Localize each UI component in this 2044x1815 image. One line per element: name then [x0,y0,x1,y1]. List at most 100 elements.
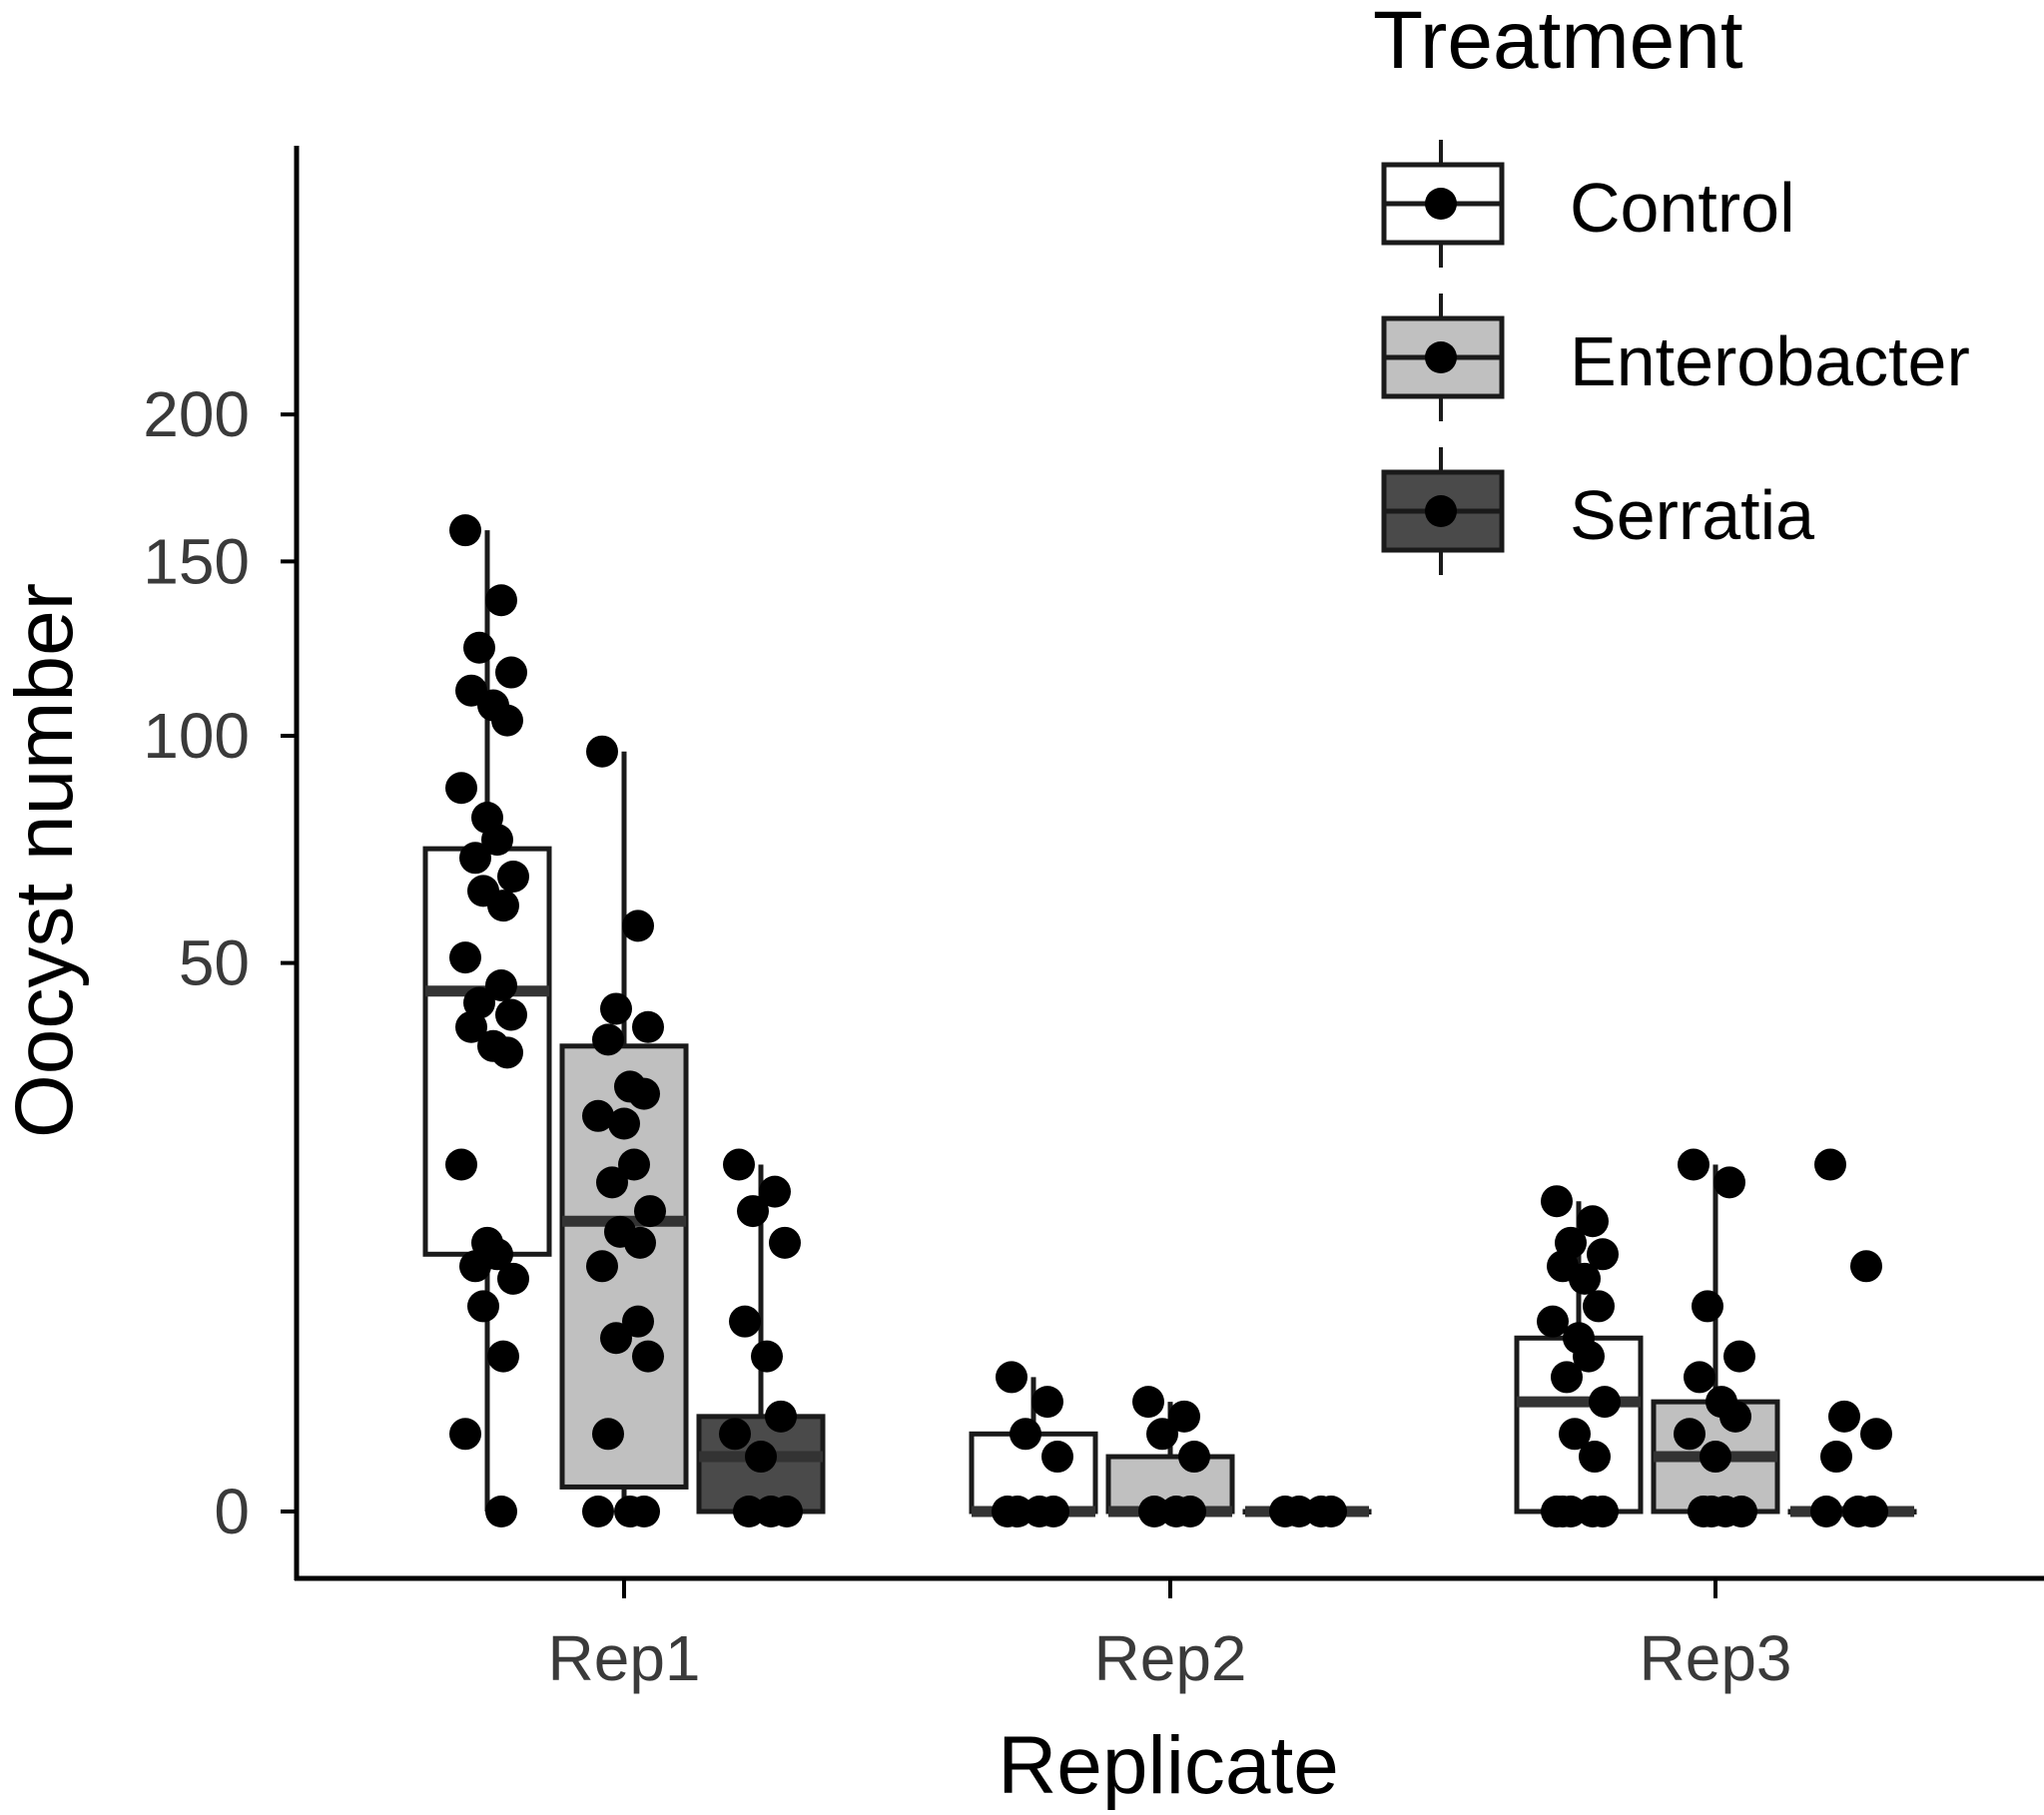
data-point-control-rep1 [463,986,495,1019]
data-point-control-rep3 [1583,1290,1615,1323]
data-point-enterobacter-rep1 [622,1305,654,1338]
data-point-control-rep3 [1573,1340,1605,1373]
legend-item-serratia: Serratia [1381,447,1814,575]
data-point-control-rep3 [1547,1496,1579,1527]
data-point-serratia-rep1 [769,1226,801,1259]
data-point-control-rep2 [1041,1441,1073,1474]
data-point-serratia-rep1 [719,1418,751,1451]
data-point-enterobacter-rep2 [1174,1496,1206,1527]
data-point-enterobacter-rep2 [1132,1386,1164,1419]
legend-item-enterobacter: Enterobacter [1381,294,1970,421]
data-point-serratia-rep1 [751,1340,783,1373]
data-point-enterobacter-rep1 [628,1077,660,1110]
data-point-control-rep1 [495,998,527,1031]
data-point-control-rep1 [449,514,481,547]
y-ticks: 0 50 100 150 200 [143,378,297,1547]
y-tick-label: 50 [179,927,250,999]
data-point-control-rep3 [1589,1386,1621,1419]
data-point-control-rep2 [992,1496,1023,1527]
data-point-control-rep2 [1031,1386,1063,1419]
data-point-serratia-rep3 [1860,1418,1892,1451]
data-point-enterobacter-rep2 [1168,1400,1200,1433]
data-point-enterobacter-rep2 [1138,1496,1170,1527]
data-point-control-rep3 [1587,1496,1619,1527]
data-point-control-rep3 [1569,1262,1601,1295]
data-point-enterobacter-rep3 [1678,1148,1709,1181]
legend-title: Treatment [1373,0,1743,86]
data-point-enterobacter-rep3 [1696,1496,1727,1527]
data-point-enterobacter-rep1 [582,1496,614,1527]
data-point-enterobacter-rep1 [586,1250,618,1283]
data-point-control-rep1 [495,656,527,689]
data-point-enterobacter-rep1 [624,1226,656,1259]
data-point-control-rep1 [449,941,481,974]
legend-label-serratia: Serratia [1570,476,1814,554]
data-point-enterobacter-rep3 [1692,1290,1723,1323]
data-point-enterobacter-rep1 [618,1148,650,1181]
legend-label-control: Control [1570,169,1795,247]
data-point-control-rep2 [1037,1496,1069,1527]
data-point-serratia-rep1 [759,1175,791,1208]
data-point-enterobacter-rep1 [600,1322,632,1355]
data-point-serratia-rep1 [737,1195,769,1228]
data-point-control-rep1 [487,1340,519,1373]
data-point-enterobacter-rep1 [600,992,632,1025]
data-point-serratia-rep3 [1850,1250,1882,1283]
data-point-enterobacter-rep3 [1723,1340,1755,1373]
data-point-serratia-rep3 [1814,1148,1846,1181]
data-point-serratia-rep3 [1810,1496,1842,1527]
data-point-enterobacter-rep3 [1719,1400,1751,1433]
data-point-control-rep1 [445,1148,477,1181]
data-point-serratia-rep2 [1283,1496,1315,1527]
data-point-serratia-rep1 [733,1496,765,1527]
y-tick-label: 0 [214,1476,250,1547]
data-point-enterobacter-rep2 [1178,1441,1210,1474]
data-point-enterobacter-rep3 [1713,1166,1745,1199]
data-point-control-rep1 [481,824,513,857]
data-point-serratia-rep1 [765,1400,797,1433]
x-ticks: Rep1 Rep2 Rep3 [548,1580,1792,1694]
legend-label-enterobacter: Enterobacter [1570,322,1970,400]
box-control-rep1 [422,530,552,1512]
data-point-control-rep1 [463,631,495,664]
y-tick-label: 150 [143,525,250,597]
data-point-control-rep1 [449,1418,481,1451]
legend-item-control: Control [1381,140,1795,268]
points-layer [445,514,1892,1527]
data-point-control-rep1 [487,890,519,922]
data-point-control-rep1 [445,772,477,805]
data-point-enterobacter-rep1 [632,1340,664,1373]
data-point-enterobacter-rep3 [1725,1496,1757,1527]
data-point-enterobacter-rep1 [586,735,618,768]
data-point-enterobacter-rep1 [628,1496,660,1527]
data-point-enterobacter-rep1 [622,909,654,942]
legend: Treatment Control Enterobacter Serratia [1373,0,1970,575]
data-point-serratia-rep1 [745,1441,777,1474]
x-tick-label-rep3: Rep3 [1640,1622,1792,1694]
legend-key-point [1425,188,1457,220]
data-point-control-rep1 [485,584,517,617]
data-point-control-rep1 [459,1250,491,1283]
data-point-control-rep3 [1579,1441,1611,1474]
data-point-enterobacter-rep1 [592,1418,624,1451]
data-point-control-rep3 [1559,1418,1591,1451]
data-point-control-rep1 [455,1010,487,1043]
data-point-serratia-rep3 [1856,1496,1888,1527]
x-tick-label-rep1: Rep1 [548,1622,701,1694]
data-point-enterobacter-rep1 [634,1195,666,1228]
data-point-enterobacter-rep1 [582,1099,614,1132]
data-point-serratia-rep3 [1828,1400,1860,1433]
data-point-control-rep3 [1551,1361,1583,1394]
data-point-enterobacter-rep3 [1684,1361,1715,1394]
data-point-enterobacter-rep3 [1674,1418,1705,1451]
y-axis-title: Oocyst number [0,583,90,1138]
data-point-control-rep1 [459,842,491,875]
data-point-control-rep1 [491,704,523,737]
data-point-control-rep3 [1541,1185,1573,1218]
data-point-control-rep1 [497,1262,529,1295]
data-point-serratia-rep3 [1820,1441,1852,1474]
y-tick-label: 100 [143,700,250,772]
data-point-enterobacter-rep2 [1146,1418,1178,1451]
data-point-enterobacter-rep1 [596,1166,628,1199]
